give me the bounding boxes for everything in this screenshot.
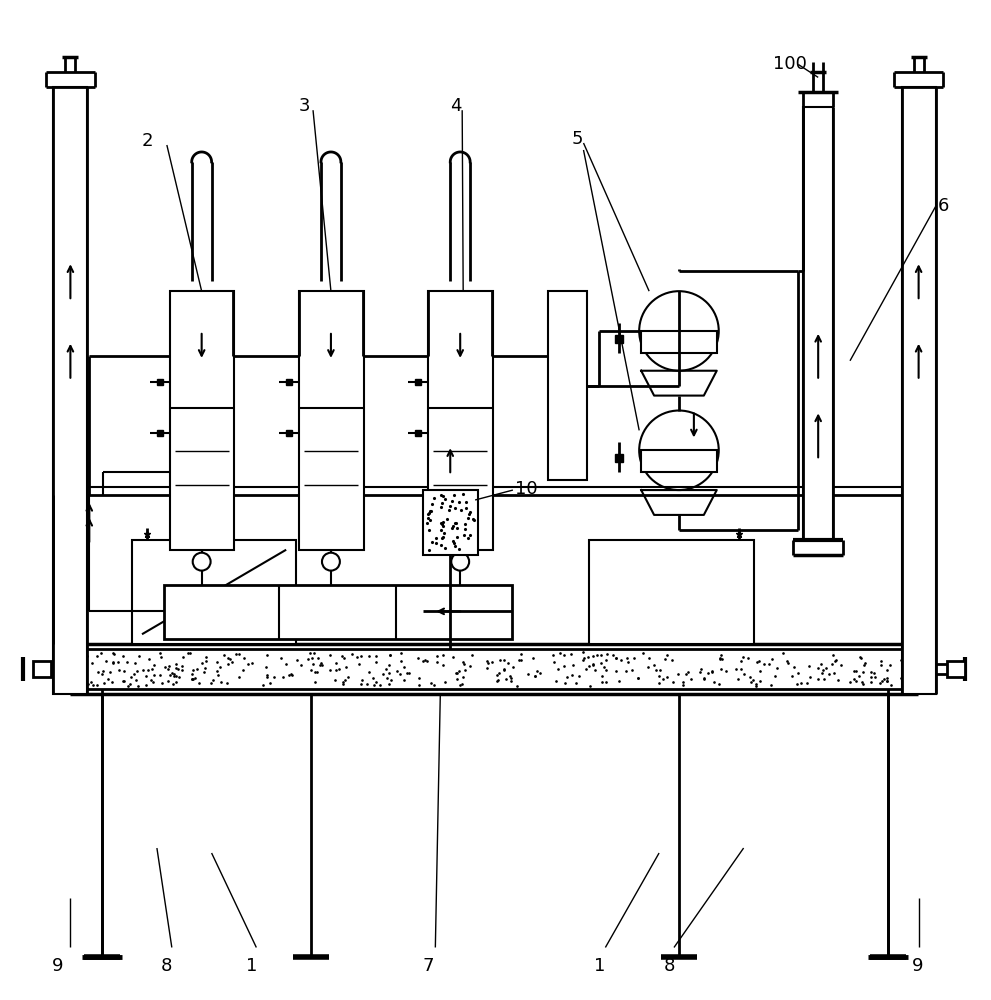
Bar xyxy=(164,585,512,639)
Polygon shape xyxy=(641,371,716,396)
Text: 3: 3 xyxy=(299,97,310,115)
Bar xyxy=(423,490,478,555)
Text: 4: 4 xyxy=(450,97,462,115)
Text: 9: 9 xyxy=(52,957,63,975)
Text: 1: 1 xyxy=(594,957,606,975)
Bar xyxy=(804,107,833,540)
Text: 8: 8 xyxy=(663,957,675,975)
Text: 6: 6 xyxy=(937,197,949,215)
Polygon shape xyxy=(641,490,716,515)
Bar xyxy=(641,450,716,472)
Bar xyxy=(33,661,51,677)
Bar xyxy=(947,661,965,677)
Bar xyxy=(132,540,296,644)
Bar xyxy=(641,331,716,353)
Text: 2: 2 xyxy=(142,132,154,150)
Bar xyxy=(54,87,87,694)
Text: 7: 7 xyxy=(422,957,434,975)
Bar xyxy=(169,291,235,550)
Bar xyxy=(590,540,753,644)
Text: 5: 5 xyxy=(572,130,583,148)
Bar xyxy=(428,291,493,550)
Text: 8: 8 xyxy=(162,957,172,975)
Text: 10: 10 xyxy=(515,480,537,498)
Text: 100: 100 xyxy=(773,55,808,73)
Text: 9: 9 xyxy=(912,957,924,975)
Bar xyxy=(299,291,364,550)
Bar xyxy=(548,291,588,480)
Bar xyxy=(902,87,936,694)
Text: 1: 1 xyxy=(246,957,257,975)
